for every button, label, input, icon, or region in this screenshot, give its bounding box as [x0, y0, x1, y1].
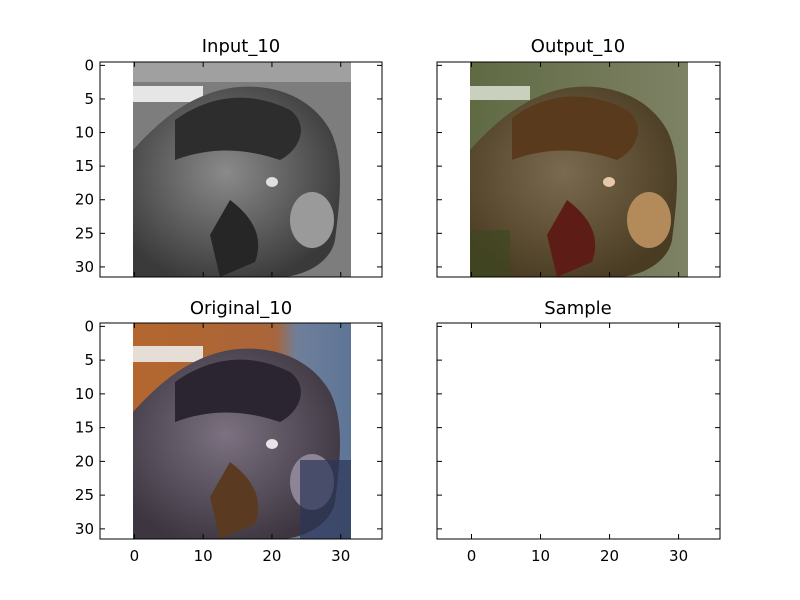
panel-title-original: Original_10 [190, 298, 292, 319]
input-image [133, 62, 351, 277]
y-tick-label: 30 [75, 520, 94, 538]
y-tick-label: 15 [75, 157, 94, 175]
x-axis-original: 0 10 20 30 [130, 547, 351, 565]
y-tick-label: 30 [75, 258, 94, 276]
y-tick-label: 20 [75, 452, 94, 470]
x-tick-label: 30 [331, 547, 350, 565]
y-tick-label: 10 [75, 385, 94, 403]
output-image [470, 62, 688, 277]
y-tick-label: 0 [84, 56, 94, 74]
y-axis-original: 0 5 10 15 20 25 30 [75, 317, 94, 538]
y-tick-label: 5 [84, 351, 94, 369]
x-tick-label: 20 [262, 547, 281, 565]
x-tick-label: 0 [467, 547, 477, 565]
y-tick-label: 15 [75, 419, 94, 437]
original-image [133, 323, 351, 539]
y-tick-label: 25 [75, 224, 94, 242]
x-tick-label: 10 [194, 547, 213, 565]
panel-title-output: Output_10 [531, 36, 625, 57]
panel-title-sample: Sample [544, 298, 612, 319]
panel-title-input: Input_10 [202, 36, 281, 57]
x-tick-label: 20 [600, 547, 619, 565]
y-tick-label: 10 [75, 124, 94, 142]
x-tick-label: 10 [531, 547, 550, 565]
panel-output: Output_10 [436, 36, 721, 278]
y-tick-label: 5 [84, 90, 94, 108]
panel-original: Original_10 0 5 10 15 20 25 30 0 10 20 30 [75, 298, 383, 565]
panel-sample: Sample 0 10 20 30 [436, 298, 721, 565]
y-tick-label: 20 [75, 191, 94, 209]
y-tick-label: 25 [75, 486, 94, 504]
panel-input: Input_10 0 5 10 15 20 25 30 [75, 36, 383, 278]
y-tick-label: 0 [84, 317, 94, 335]
y-axis-input: 0 5 10 15 20 25 30 [75, 56, 94, 276]
x-axis-sample: 0 10 20 30 [467, 547, 688, 565]
x-tick-label: 0 [130, 547, 140, 565]
x-tick-label: 30 [669, 547, 688, 565]
